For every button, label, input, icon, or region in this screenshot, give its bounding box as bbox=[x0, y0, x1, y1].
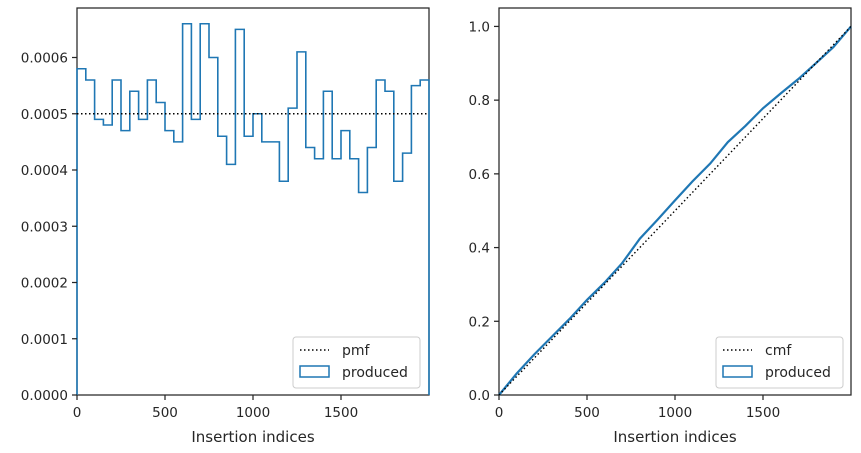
y-tick-label: 0.0001 bbox=[21, 332, 68, 348]
y-tick-label: 0.0002 bbox=[21, 276, 68, 292]
x-tick-label: 1000 bbox=[236, 405, 270, 421]
legend: cmf produced bbox=[715, 336, 844, 389]
cmf-line bbox=[498, 25, 852, 396]
x-axis-ticks: 0 500 1000 1500 bbox=[495, 395, 780, 421]
x-tick-label: 1500 bbox=[746, 405, 780, 421]
y-axis-ticks: 0.0 0.2 0.4 0.6 0.8 1.0 bbox=[469, 19, 499, 404]
y-tick-label: 0.0006 bbox=[21, 51, 68, 67]
x-tick-label: 500 bbox=[152, 405, 178, 421]
x-tick-label: 0 bbox=[73, 405, 82, 421]
pmf-chart-panel: 0 500 1000 1500 0.00000.00010.00020.00030.0… bbox=[21, 7, 430, 446]
x-tick-label: 1000 bbox=[658, 405, 692, 421]
y-tick-label: 1.0 bbox=[469, 19, 490, 35]
y-tick-label: 0.4 bbox=[469, 241, 490, 257]
x-axis-label: Insertion indices bbox=[191, 428, 314, 446]
pmf-chart-marks bbox=[76, 22, 430, 395]
y-tick-label: 0.0004 bbox=[21, 163, 68, 179]
legend-produced-label: produced bbox=[765, 365, 831, 381]
cmf-chart-marks bbox=[498, 25, 852, 396]
y-tick-label: 0.0003 bbox=[21, 219, 68, 235]
x-tick-label: 500 bbox=[574, 405, 600, 421]
legend-cmf-label: cmf bbox=[765, 343, 792, 359]
legend-produced-swatch bbox=[722, 365, 753, 378]
y-tick-label: 0.0 bbox=[469, 388, 490, 404]
y-tick-label: 0.0005 bbox=[21, 107, 68, 123]
x-axis-ticks: 0 500 1000 1500 bbox=[73, 395, 358, 421]
cmf-chart-panel: 0 500 1000 1500 0.0 0.2 0.4 0.6 0.8 1.0 Insertio… bbox=[469, 7, 852, 446]
x-axis-label: Insertion indices bbox=[613, 428, 736, 446]
y-tick-label: 0.6 bbox=[469, 167, 490, 183]
legend-pmf-label: pmf bbox=[342, 343, 371, 359]
x-tick-label: 0 bbox=[495, 405, 504, 421]
produced-line bbox=[498, 25, 852, 396]
produced-histogram-step bbox=[76, 22, 430, 395]
y-tick-label: 0.0000 bbox=[21, 388, 68, 404]
legend-produced-label: produced bbox=[342, 365, 408, 381]
legend: pmf produced bbox=[292, 336, 421, 389]
y-tick-label: 0.8 bbox=[469, 93, 490, 109]
legend-produced-swatch bbox=[299, 365, 330, 378]
y-axis-ticks: 0.0000 0.0001 0.0002 0.0003 0.0004 0.0005 0.00… bbox=[21, 51, 77, 404]
x-tick-label: 1500 bbox=[324, 405, 358, 421]
y-tick-label: 0.2 bbox=[469, 314, 490, 330]
